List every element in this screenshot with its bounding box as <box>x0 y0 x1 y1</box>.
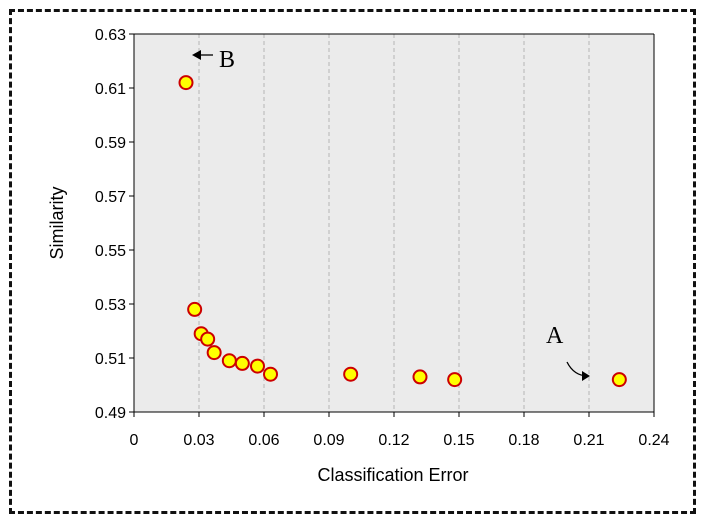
data-point <box>221 353 237 369</box>
y-tick-label: 0.51 <box>95 351 126 368</box>
y-tick-label: 0.53 <box>95 297 126 314</box>
data-point <box>250 358 265 374</box>
x-tick-label: 0.06 <box>248 432 279 449</box>
data-point <box>263 366 278 382</box>
y-tick-label: 0.55 <box>95 243 126 260</box>
y-tick-label: 0.63 <box>95 27 126 44</box>
data-point <box>412 369 428 385</box>
data-point <box>178 75 194 91</box>
y-axis-title: Similarity <box>47 186 67 259</box>
x-tick-label: 0.03 <box>183 432 214 449</box>
data-point <box>447 372 463 388</box>
data-point <box>343 366 359 382</box>
x-tick-label: 0.15 <box>443 432 474 449</box>
x-tick-labels: 0 0.03 0.06 0.09 0.12 0.15 0.18 0.21 0.24 <box>130 412 670 449</box>
dashed-border <box>9 9 696 514</box>
data-point <box>206 345 222 361</box>
data-point <box>187 301 203 317</box>
data-point <box>200 331 216 347</box>
data-points <box>178 75 627 388</box>
annotation-label-b: B <box>219 47 235 73</box>
annotation-arrowhead-b <box>192 50 201 60</box>
x-tick-label: 0.09 <box>313 432 344 449</box>
x-tick-label: 0.12 <box>378 432 409 449</box>
y-tick-label: 0.49 <box>95 405 126 422</box>
y-tick-labels: 0.49 0.51 0.53 0.55 0.57 0.59 0.61 0.63 <box>95 27 134 422</box>
x-tick-label: 0 <box>130 432 139 449</box>
y-tick-label: 0.59 <box>95 135 126 152</box>
x-axis-title: Classification Error <box>317 465 468 485</box>
grid-lines <box>198 34 590 412</box>
y-tick-label: 0.61 <box>95 81 126 98</box>
y-tick-label: 0.57 <box>95 189 126 206</box>
annotations: A B <box>192 47 590 381</box>
data-point <box>234 355 250 371</box>
x-tick-label: 0.24 <box>638 432 669 449</box>
x-tick-label: 0.18 <box>508 432 539 449</box>
data-point <box>611 372 627 388</box>
annotation-arrowhead-a <box>582 371 590 381</box>
x-tick-label: 0.21 <box>573 432 604 449</box>
annotation-label-a: A <box>546 323 564 349</box>
